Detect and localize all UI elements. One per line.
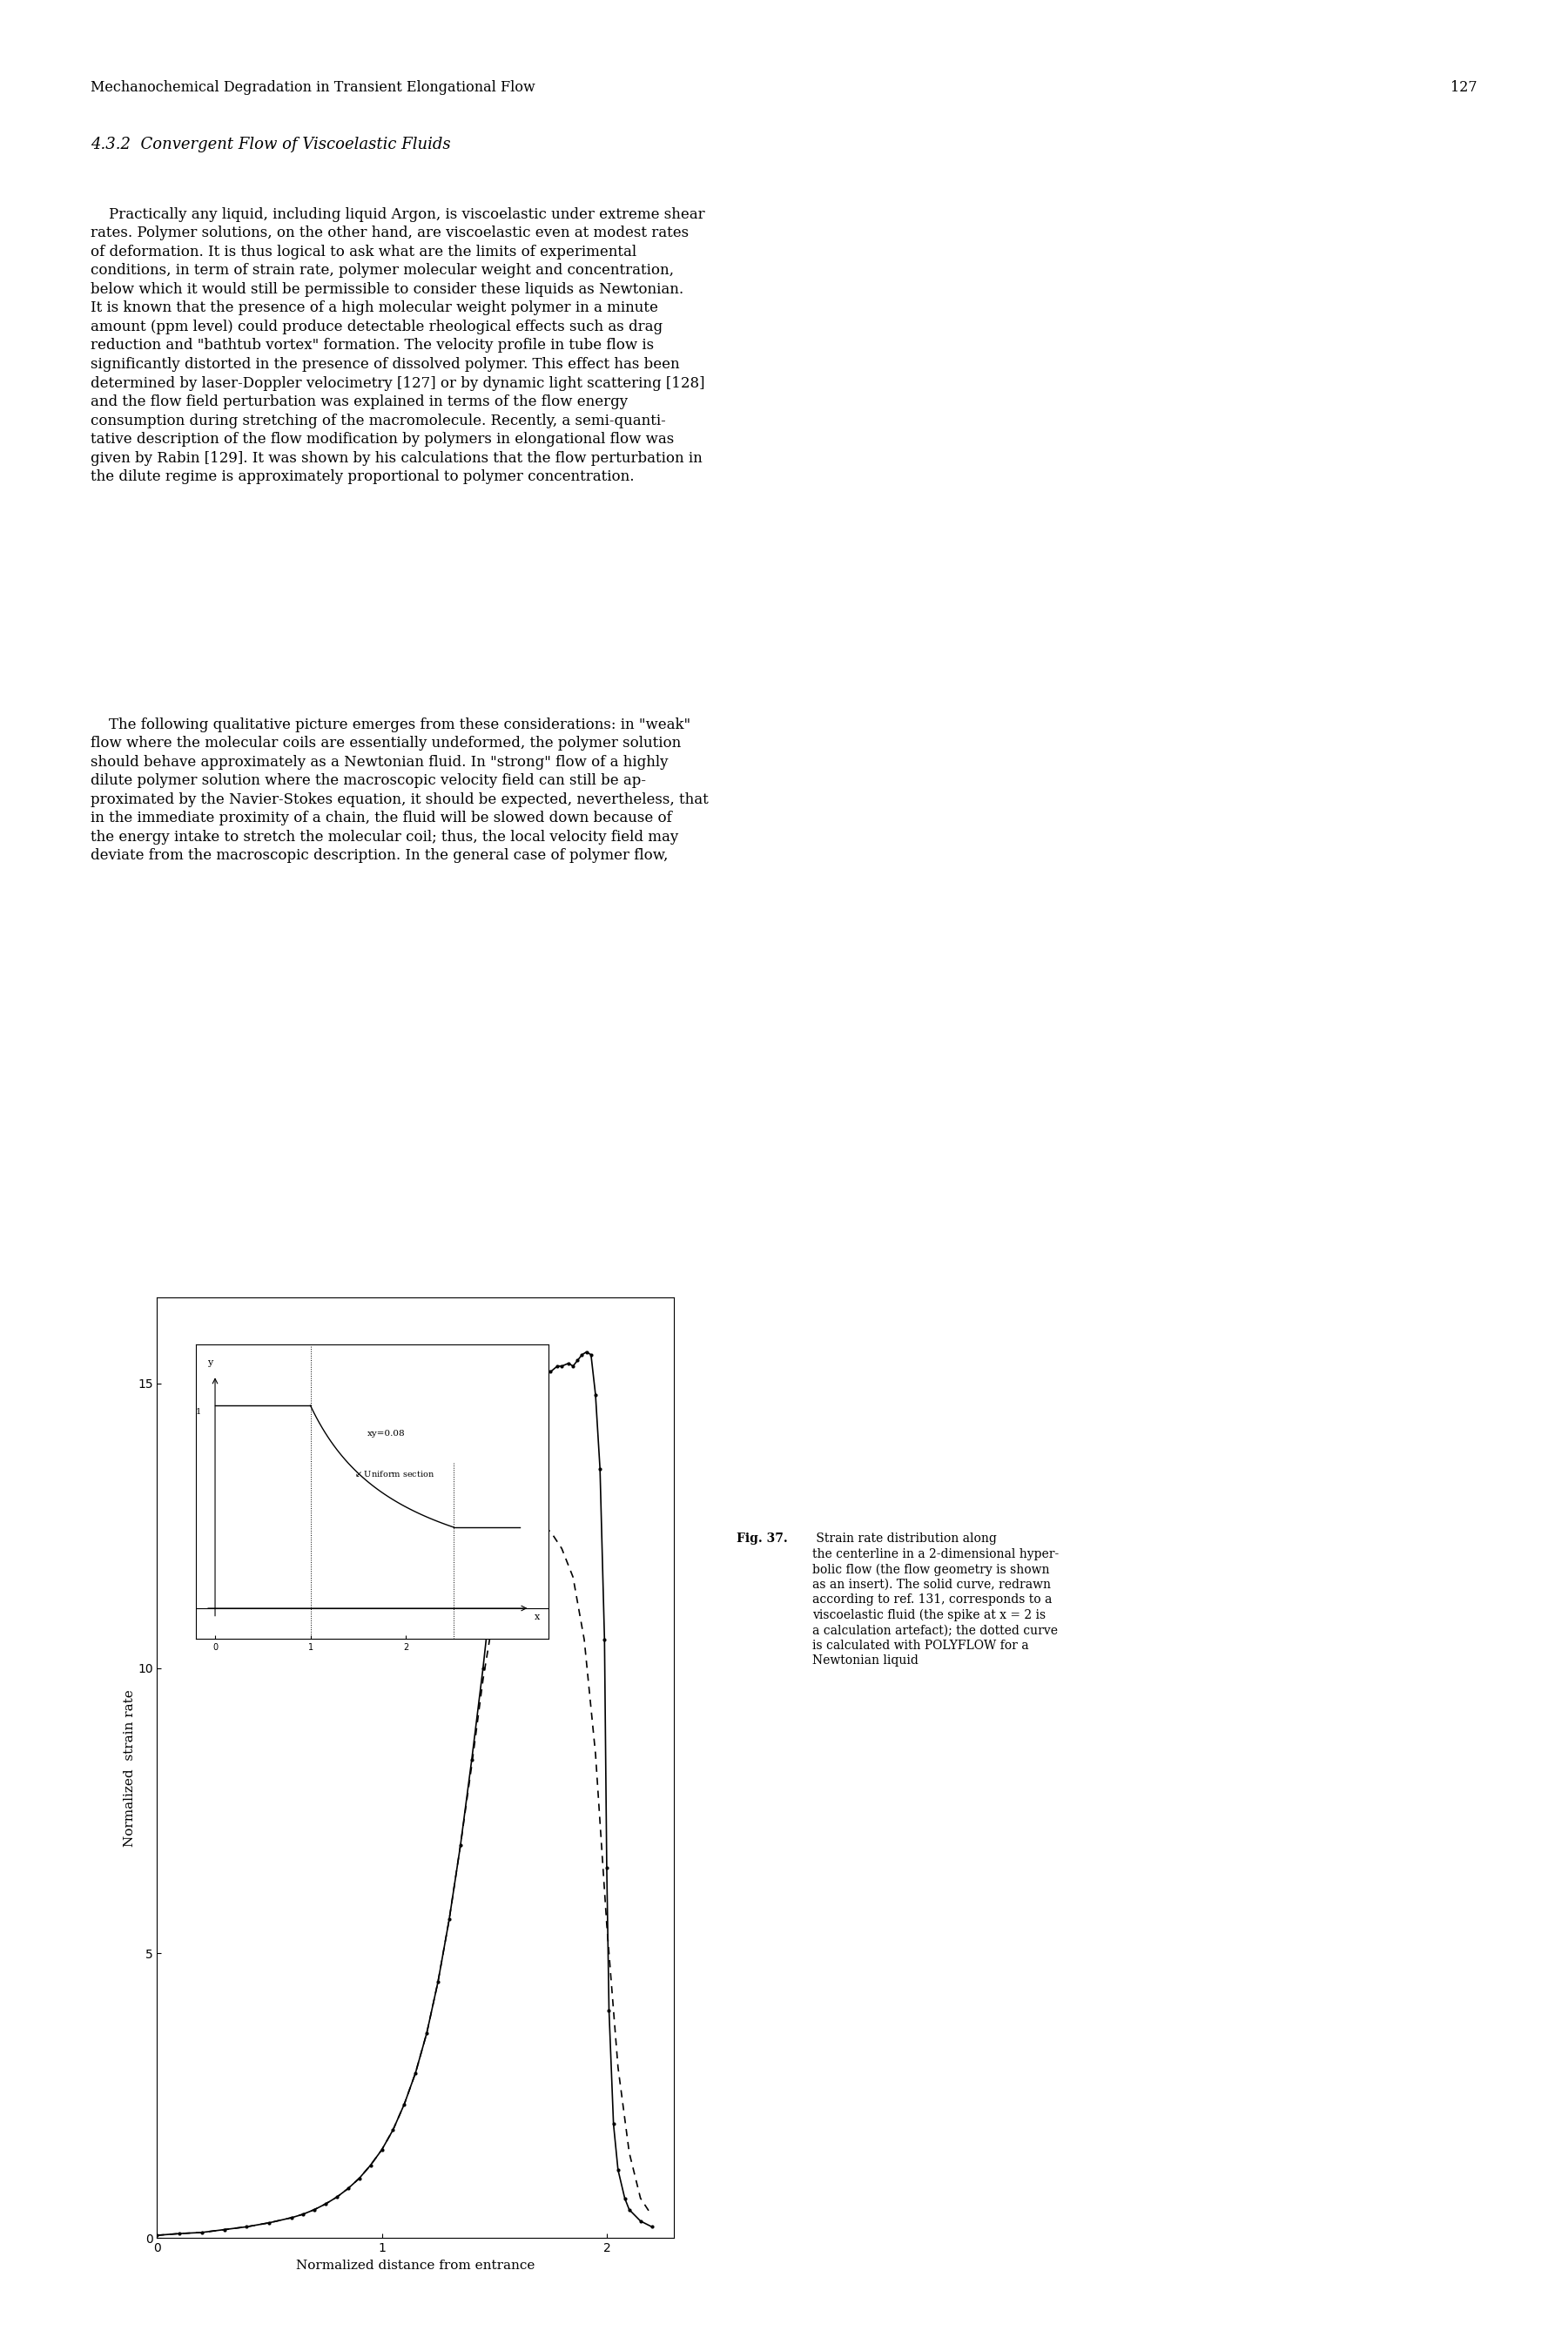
- Y-axis label: Normalized  strain rate: Normalized strain rate: [124, 1690, 135, 1846]
- Text: Practically any liquid, including liquid Argon, is viscoelastic under extreme sh: Practically any liquid, including liquid…: [91, 207, 706, 484]
- Text: 4.3.2  Convergent Flow of Viscoelastic Fluids: 4.3.2 Convergent Flow of Viscoelastic Fl…: [91, 136, 452, 153]
- Text: 127: 127: [1450, 80, 1477, 94]
- Text: Fig. 37.: Fig. 37.: [737, 1533, 789, 1545]
- Text: y: y: [207, 1359, 213, 1366]
- Text: Mechanochemical Degradation in Transient Elongational Flow: Mechanochemical Degradation in Transient…: [91, 80, 536, 94]
- Text: 1: 1: [196, 1408, 201, 1415]
- Text: x: x: [535, 1613, 539, 1620]
- X-axis label: Normalized distance from entrance: Normalized distance from entrance: [296, 2259, 535, 2271]
- Text: $\swarrow$Uniform section: $\swarrow$Uniform section: [353, 1469, 434, 1479]
- Text: Strain rate distribution along
the centerline in a 2-dimensional hyper-
bolic fl: Strain rate distribution along the cente…: [812, 1533, 1060, 1667]
- Text: The following qualitative picture emerges from these considerations: in "weak"
f: The following qualitative picture emerge…: [91, 717, 709, 863]
- Text: xy=0.08: xy=0.08: [367, 1429, 406, 1439]
